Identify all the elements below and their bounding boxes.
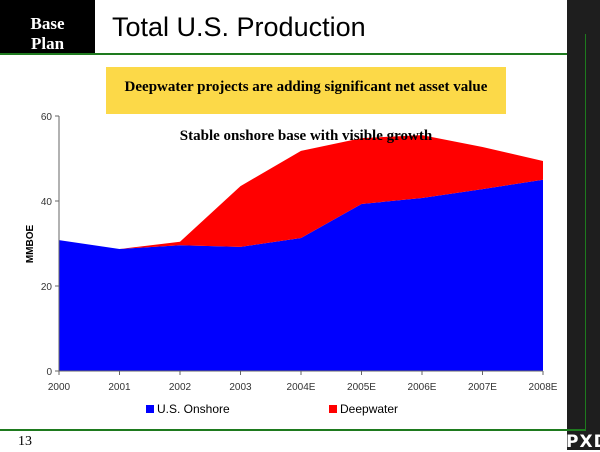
- area-u-s-onshore: [59, 179, 543, 371]
- legend-swatch: [146, 405, 154, 413]
- base-plan-badge: Base Plan: [0, 0, 95, 54]
- callout-headline: Deepwater projects are adding significan…: [124, 79, 488, 95]
- x-tick-label: 2006E: [408, 382, 437, 393]
- x-tick-label: 2001: [108, 382, 131, 393]
- badge-line-2: Plan: [30, 34, 65, 53]
- bottom-divider: [0, 429, 586, 431]
- x-tick-label: 2002: [169, 382, 192, 393]
- badge-line-1: Base: [30, 14, 65, 33]
- slide-title: Total U.S. Production: [112, 12, 366, 42]
- x-tick-label: 2000: [48, 382, 71, 393]
- y-tick-label: 0: [46, 367, 52, 378]
- top-divider: [0, 53, 586, 55]
- callout-subline: Stable onshore base with visible growth: [179, 128, 433, 144]
- y-tick-label: 20: [41, 282, 53, 293]
- legend-label: U.S. Onshore: [157, 402, 230, 416]
- area-deepwater: [59, 135, 543, 250]
- x-tick-label: 2003: [229, 382, 252, 393]
- x-tick-label: 2008E: [529, 382, 558, 393]
- right-sidebar-decoration: [567, 0, 600, 450]
- company-logo: PXD: [566, 432, 600, 452]
- legend-label: Deepwater: [340, 402, 398, 416]
- callout-box: [106, 67, 506, 114]
- x-tick-label: 2004E: [287, 382, 316, 393]
- x-tick-label: 2007E: [468, 382, 497, 393]
- y-axis-label: MMBOE: [25, 225, 36, 264]
- y-tick-label: 60: [41, 112, 53, 123]
- y-tick-label: 40: [41, 197, 53, 208]
- right-vertical-rule: [585, 34, 586, 430]
- page-number: 13: [18, 434, 32, 449]
- x-tick-label: 2005E: [347, 382, 376, 393]
- legend-swatch: [329, 405, 337, 413]
